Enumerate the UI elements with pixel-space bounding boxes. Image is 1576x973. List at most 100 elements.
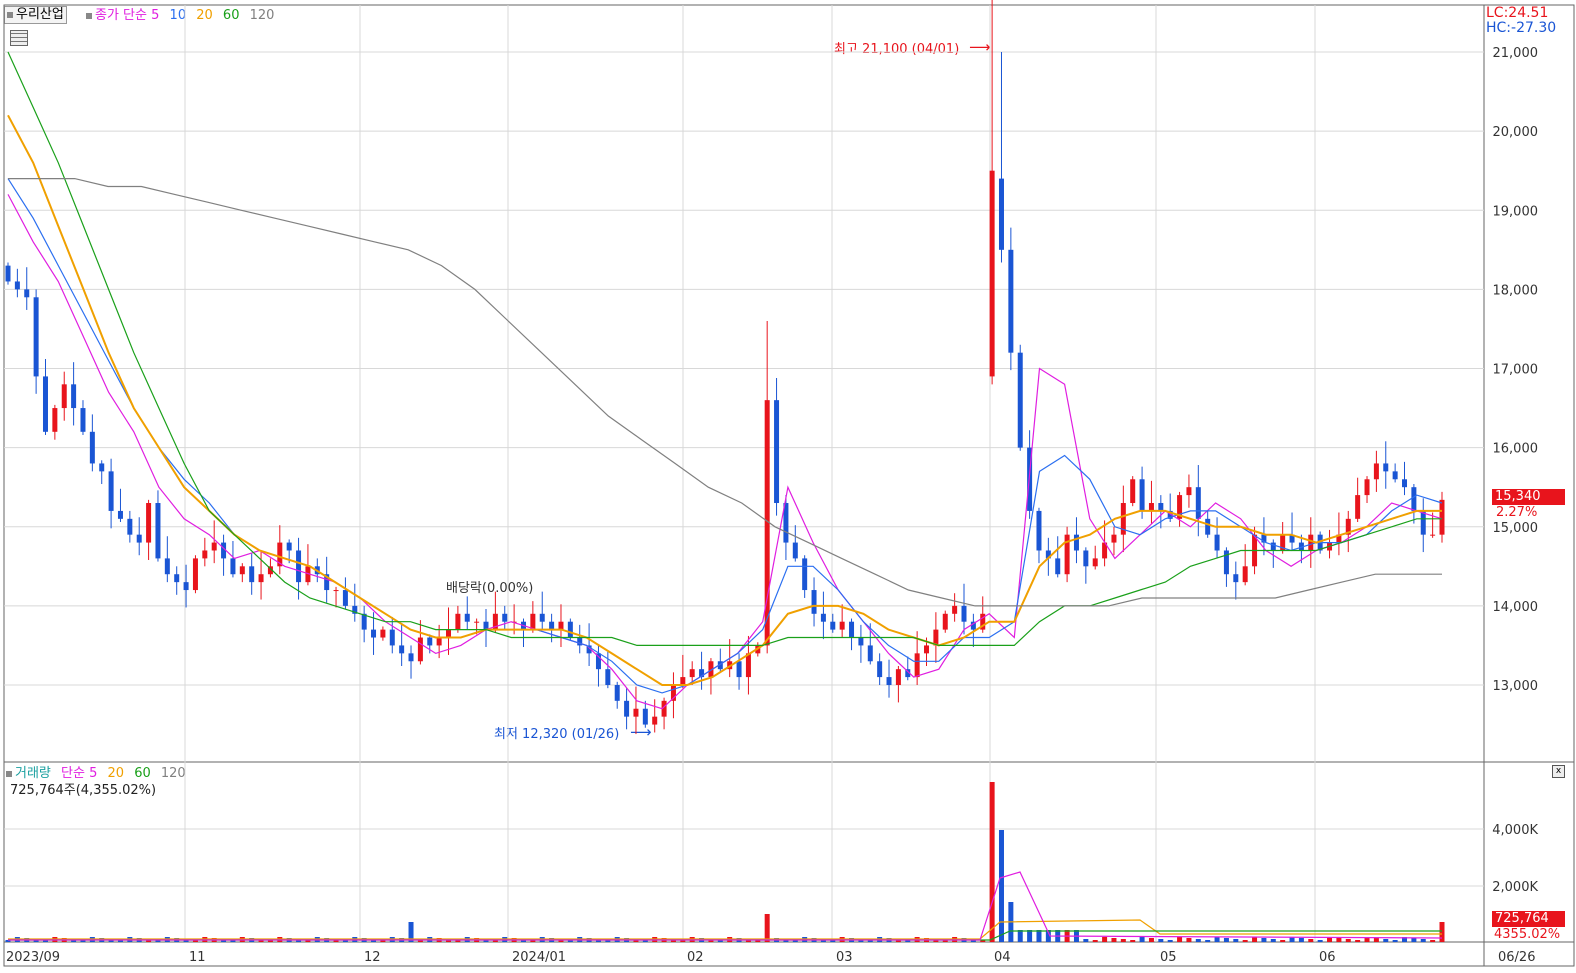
- volume-bar: [230, 940, 236, 942]
- candle-body: [464, 613, 470, 622]
- candle-body: [1017, 352, 1023, 448]
- candle-body: [1148, 503, 1154, 511]
- volume-ma-line: [8, 930, 1442, 941]
- volume-bar: [595, 939, 601, 942]
- candle-body: [1027, 447, 1033, 511]
- volume-bar: [117, 940, 123, 942]
- volume-bar: [1364, 937, 1370, 942]
- candle-body: [1336, 534, 1342, 543]
- candle-body: [980, 613, 986, 630]
- candle-body: [680, 677, 686, 685]
- x-tick-label: 04: [994, 950, 1011, 965]
- table-icon[interactable]: [10, 30, 28, 46]
- volume-bar: [1411, 938, 1417, 942]
- candle-body: [277, 542, 283, 567]
- volume-bar: [1111, 938, 1117, 942]
- candle-body: [1036, 510, 1042, 551]
- volume-bar: [136, 938, 142, 942]
- volume-bar: [998, 830, 1004, 942]
- candle-body: [520, 621, 526, 630]
- candle-body: [42, 376, 48, 432]
- candle-body: [389, 629, 395, 646]
- volume-legend-prefix: 단순: [61, 766, 85, 781]
- volume-bar: [1120, 939, 1126, 942]
- candle-body: [211, 542, 217, 551]
- chart-border: [3, 4, 1575, 967]
- candle-body: [558, 621, 564, 630]
- volume-bar: [14, 937, 20, 942]
- volume-bar: [755, 940, 761, 942]
- volume-bar: [380, 940, 386, 942]
- candle-body: [727, 661, 733, 670]
- stock-name-tag[interactable]: 우리산업: [4, 6, 67, 24]
- candle-body: [886, 677, 892, 685]
- candle-body: [567, 621, 573, 638]
- volume-bar: [952, 937, 958, 942]
- volume-bar: [933, 939, 939, 942]
- volume-bar: [914, 937, 920, 942]
- candle-body: [877, 661, 883, 678]
- volume-bar: [1242, 940, 1248, 942]
- candle-body: [474, 621, 480, 623]
- candle-body: [1130, 479, 1136, 504]
- close-icon[interactable]: x: [1552, 765, 1565, 778]
- volume-bar: [1205, 940, 1211, 942]
- volume-bar: [1308, 939, 1314, 942]
- volume-readout: 725,764주(4,355.02%): [10, 783, 157, 798]
- vol-ma60-legend: 60: [134, 766, 151, 781]
- candle-body: [895, 669, 901, 685]
- volume-bar: [867, 940, 873, 942]
- volume-bar: [624, 938, 630, 942]
- candle-body: [1411, 487, 1417, 511]
- candle-body: [1186, 487, 1192, 496]
- candle-body: [1167, 510, 1173, 519]
- volume-bar: [652, 937, 658, 942]
- volume-bar: [258, 939, 264, 942]
- volume-bar: [492, 940, 498, 942]
- volume-bar: [1252, 937, 1258, 942]
- volume-bar: [689, 937, 695, 942]
- candle-body: [52, 408, 58, 432]
- candle-body: [820, 613, 826, 622]
- volume-bar: [1261, 938, 1267, 942]
- high-annotation: 최고 21,100 (04/01): [834, 42, 960, 57]
- current-volume-tag: 725,764: [1492, 911, 1565, 927]
- candle-body: [1195, 487, 1201, 519]
- candle-body: [361, 613, 367, 630]
- candle-body: [970, 621, 976, 630]
- x-tick-label: 11: [189, 950, 206, 965]
- volume-bar: [296, 939, 302, 942]
- candle-body: [989, 170, 995, 377]
- volume-bar: [305, 940, 311, 942]
- volume-bar: [1214, 937, 1220, 942]
- candle-body: [699, 669, 705, 678]
- candle-body: [1355, 495, 1361, 519]
- volume-bar: [727, 937, 733, 942]
- candle-body: [305, 566, 311, 583]
- candle-body: [239, 566, 245, 575]
- volume-bar: [1008, 902, 1014, 942]
- candle-body: [586, 645, 592, 654]
- volume-bar: [539, 937, 545, 942]
- volume-bar: [249, 938, 255, 942]
- candle-body: [446, 629, 452, 638]
- volume-bar: [389, 937, 395, 942]
- candle-body: [117, 510, 123, 519]
- volume-bar: [1383, 939, 1389, 942]
- volume-bar: [961, 938, 967, 942]
- volume-bar: [1055, 930, 1061, 942]
- candle-body: [33, 297, 39, 377]
- candle-body: [1298, 542, 1304, 551]
- volume-bar: [1139, 937, 1145, 942]
- volume-bar: [764, 914, 770, 942]
- ma5-legend: 5: [151, 8, 160, 23]
- volume-bar: [221, 939, 227, 942]
- candle-body: [1120, 503, 1126, 535]
- candle-body: [221, 542, 227, 559]
- candle-body: [614, 685, 620, 701]
- volume-bar: [277, 937, 283, 942]
- volume-bar: [399, 938, 405, 942]
- volume-bar: [708, 939, 714, 942]
- high-arrow-icon: ⟶: [969, 38, 991, 56]
